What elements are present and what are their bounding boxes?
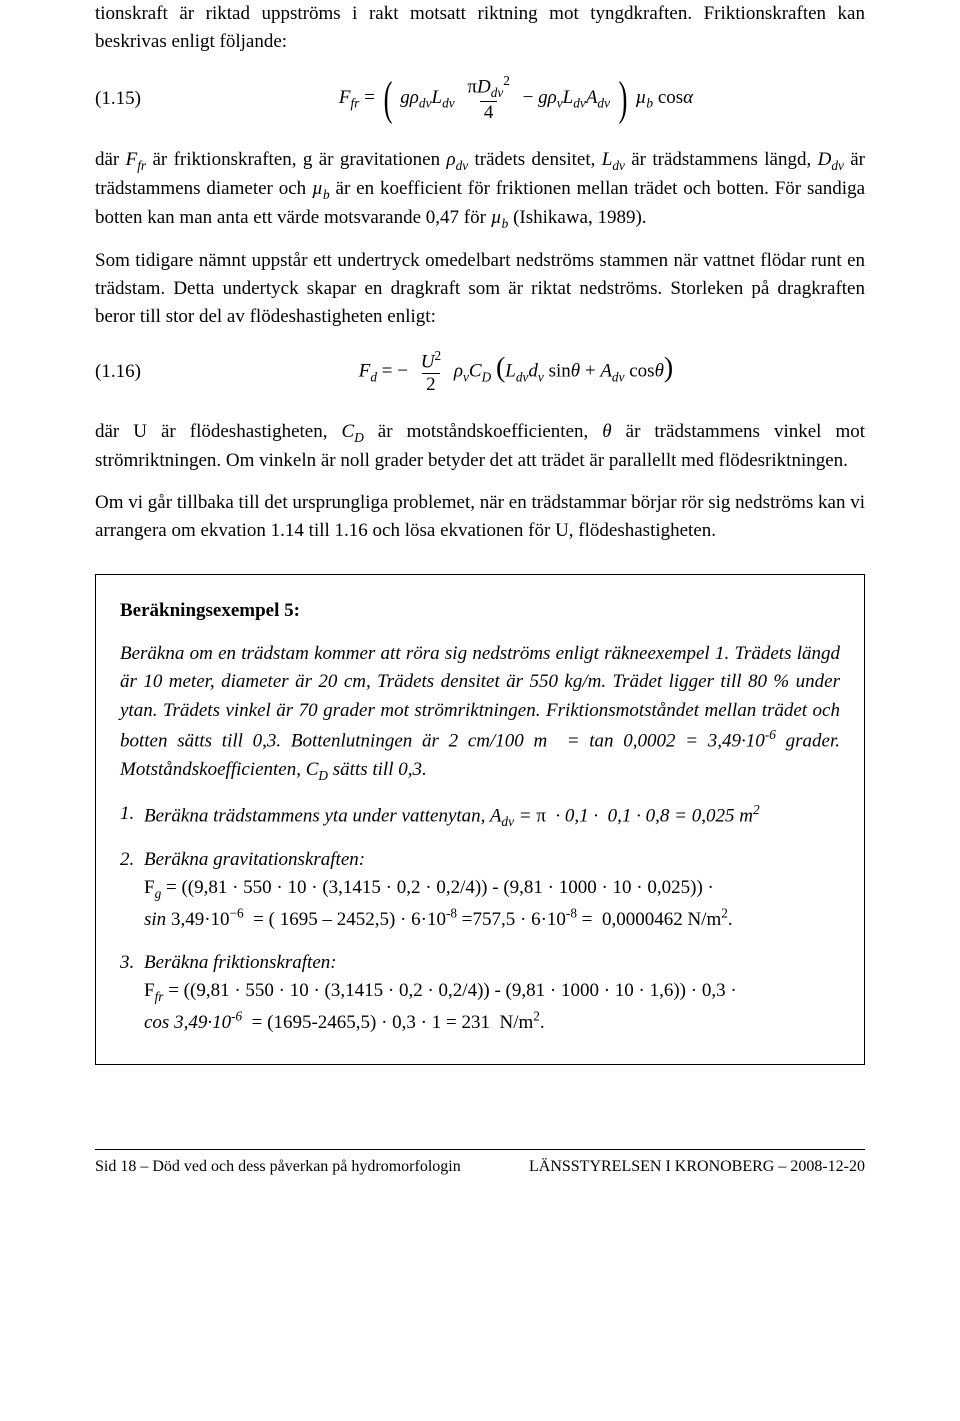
- paragraph-2: Som tidigare nämnt uppstår ett undertryc…: [95, 247, 865, 330]
- paragraph-after-115: där Ffr är friktionskraften, g är gravit…: [95, 146, 865, 233]
- eq-number: (1.16): [95, 361, 167, 383]
- footer-right: LÄNSSTYRELSEN I KRONOBERG – 2008-12-20: [529, 1158, 865, 1176]
- step-2: 2. Beräkna gravitationskraften: Fg = ((9…: [120, 846, 840, 935]
- example-box: Beräkningsexempel 5: Beräkna om en träds…: [95, 574, 865, 1065]
- equation-1-15: (1.15) Ffr = ( gρdvLdv πDdv2 4 − gρvLdvA…: [95, 73, 865, 124]
- footer-left: Sid 18 – Död ved och dess påverkan på hy…: [95, 1158, 461, 1176]
- box-intro: Beräkna om en trädstam kommer att röra s…: [120, 640, 840, 786]
- step-3: 3. Beräkna friktionskraften: Ffr = ((9,8…: [120, 949, 840, 1038]
- box-title: Beräkningsexempel 5:: [120, 597, 840, 626]
- eq-number: (1.15): [95, 88, 167, 110]
- eq-body: Fd = − U2 2 ρvCD (Ldvdv sinθ + Adv cosθ): [167, 348, 865, 396]
- page: tionskraft är riktad uppströms i rakt mo…: [0, 0, 960, 1216]
- equation-1-16: (1.16) Fd = − U2 2 ρvCD (Ldvdv sinθ + Ad…: [95, 348, 865, 396]
- step-1: 1. Beräkna trädstammens yta under vatten…: [120, 800, 840, 832]
- paragraph-after-116: där U är flödeshastigheten, CD är motstå…: [95, 418, 865, 475]
- eq-body: Ffr = ( gρdvLdv πDdv2 4 − gρvLdvAdv ) µb…: [167, 73, 865, 124]
- intro-paragraph: tionskraft är riktad uppströms i rakt mo…: [95, 0, 865, 55]
- page-footer: Sid 18 – Död ved och dess påverkan på hy…: [95, 1150, 865, 1176]
- paragraph-3: Om vi går tillbaka till det ursprungliga…: [95, 489, 865, 544]
